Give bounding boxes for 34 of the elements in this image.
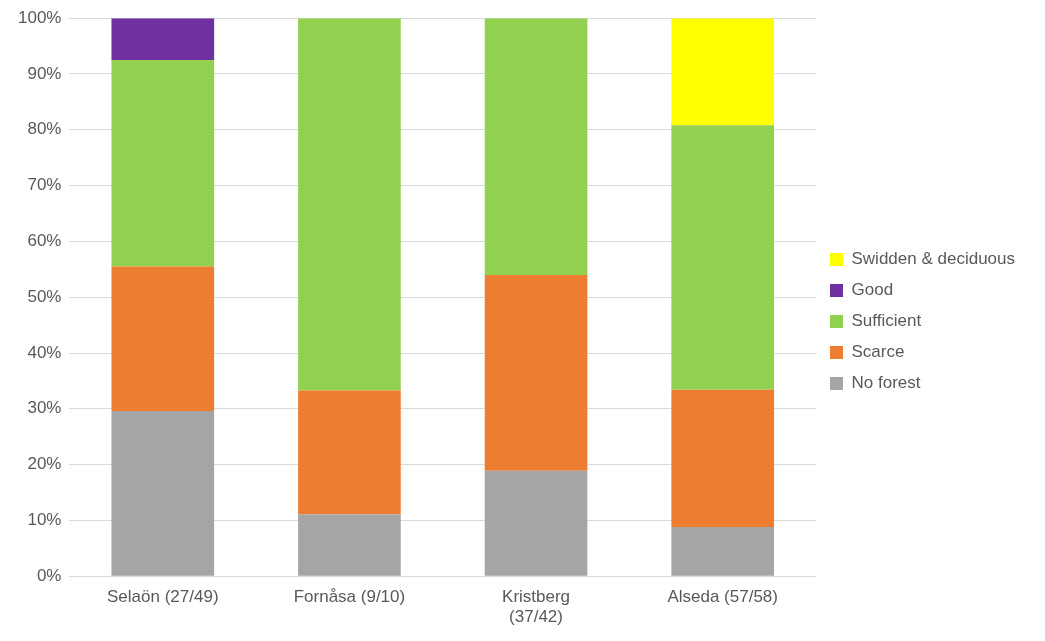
x-tick-label: Selaön (27/49) [107, 587, 219, 607]
y-tick-label: 0% [36, 565, 62, 585]
x-tick-label: Kristberg (37/42) [502, 587, 571, 627]
legend-label: Swidden & deciduous [851, 249, 1016, 269]
bar [111, 266, 215, 412]
bar [111, 18, 215, 61]
legend-label: No forest [851, 373, 921, 393]
y-tick-label: 40% [27, 342, 62, 362]
x-tick-label: Fornåsa (9/10) [293, 587, 406, 607]
bar [484, 470, 588, 576]
y-tick-label: 20% [27, 454, 62, 474]
bar [484, 18, 588, 275]
bar [111, 60, 215, 267]
y-tick-label: 90% [27, 63, 62, 83]
y-tick-label: 60% [27, 231, 62, 251]
bar [298, 18, 401, 391]
legend-label: Sufficient [851, 311, 922, 331]
bar [671, 18, 775, 126]
y-tick-label: 70% [27, 175, 62, 195]
y-tick-label: 80% [27, 119, 62, 139]
bar [484, 274, 588, 471]
bar [111, 411, 215, 576]
legend-label: Good [851, 280, 894, 300]
x-tick-label: Alseda (57/58) [667, 587, 778, 607]
legend-label: Scarce [851, 342, 905, 362]
bar [671, 389, 775, 528]
y-tick-label: 100% [18, 7, 62, 27]
bar [298, 514, 401, 576]
bar [298, 390, 401, 515]
y-tick-label: 50% [27, 286, 62, 306]
bar [671, 125, 775, 390]
bar [671, 527, 775, 576]
y-tick-label: 10% [27, 510, 62, 530]
y-tick-label: 30% [27, 398, 62, 418]
